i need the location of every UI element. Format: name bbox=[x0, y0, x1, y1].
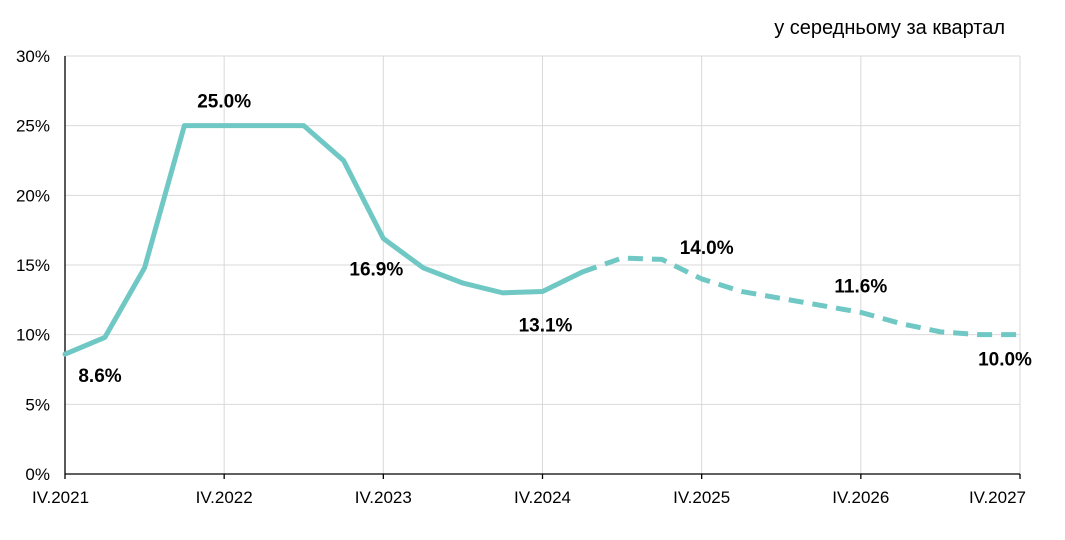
x-tick-label: IV.2025 bbox=[673, 488, 730, 507]
series-line-actual bbox=[62, 123, 585, 357]
chart-subtitle: у середньому за квартал bbox=[774, 17, 1005, 39]
data-label: 25.0% bbox=[197, 92, 251, 113]
data-label: 11.6% bbox=[834, 276, 887, 297]
x-tick-label: IV.2022 bbox=[196, 488, 253, 507]
axes: 0% 5% 10% 15% 20% 25% 30% IV.2021 IV.2022 IV.2023… bbox=[16, 47, 1026, 507]
data-label: 13.1% bbox=[519, 315, 573, 336]
x-tick-label: IV.2024 bbox=[514, 488, 571, 507]
x-tick-label: IV.2023 bbox=[355, 488, 412, 507]
y-tick-label: 15% bbox=[16, 256, 50, 275]
data-label: 8.6% bbox=[78, 366, 121, 387]
data-label: 14.0% bbox=[680, 238, 734, 259]
data-label: 10.0% bbox=[978, 350, 1032, 371]
x-tick-label: IV.2027 bbox=[969, 488, 1026, 507]
data-labels: 8.6% 25.0% 16.9% 13.1% 14.0% 11.6% 10.0% bbox=[78, 92, 1032, 388]
y-tick-label: 30% bbox=[16, 47, 50, 66]
y-tick-label: 25% bbox=[16, 117, 50, 136]
y-tick-label: 0% bbox=[25, 465, 50, 484]
y-tick-label: 20% bbox=[16, 186, 50, 205]
series bbox=[62, 123, 1020, 357]
x-tick-label: IV.2021 bbox=[32, 488, 89, 507]
y-tick-label: 5% bbox=[25, 395, 50, 414]
grid bbox=[65, 55, 1021, 474]
x-tick-label: IV.2026 bbox=[832, 488, 889, 507]
data-label: 16.9% bbox=[349, 260, 403, 281]
y-tick-label: 10% bbox=[16, 326, 50, 345]
series-line-forecast bbox=[581, 255, 1020, 338]
